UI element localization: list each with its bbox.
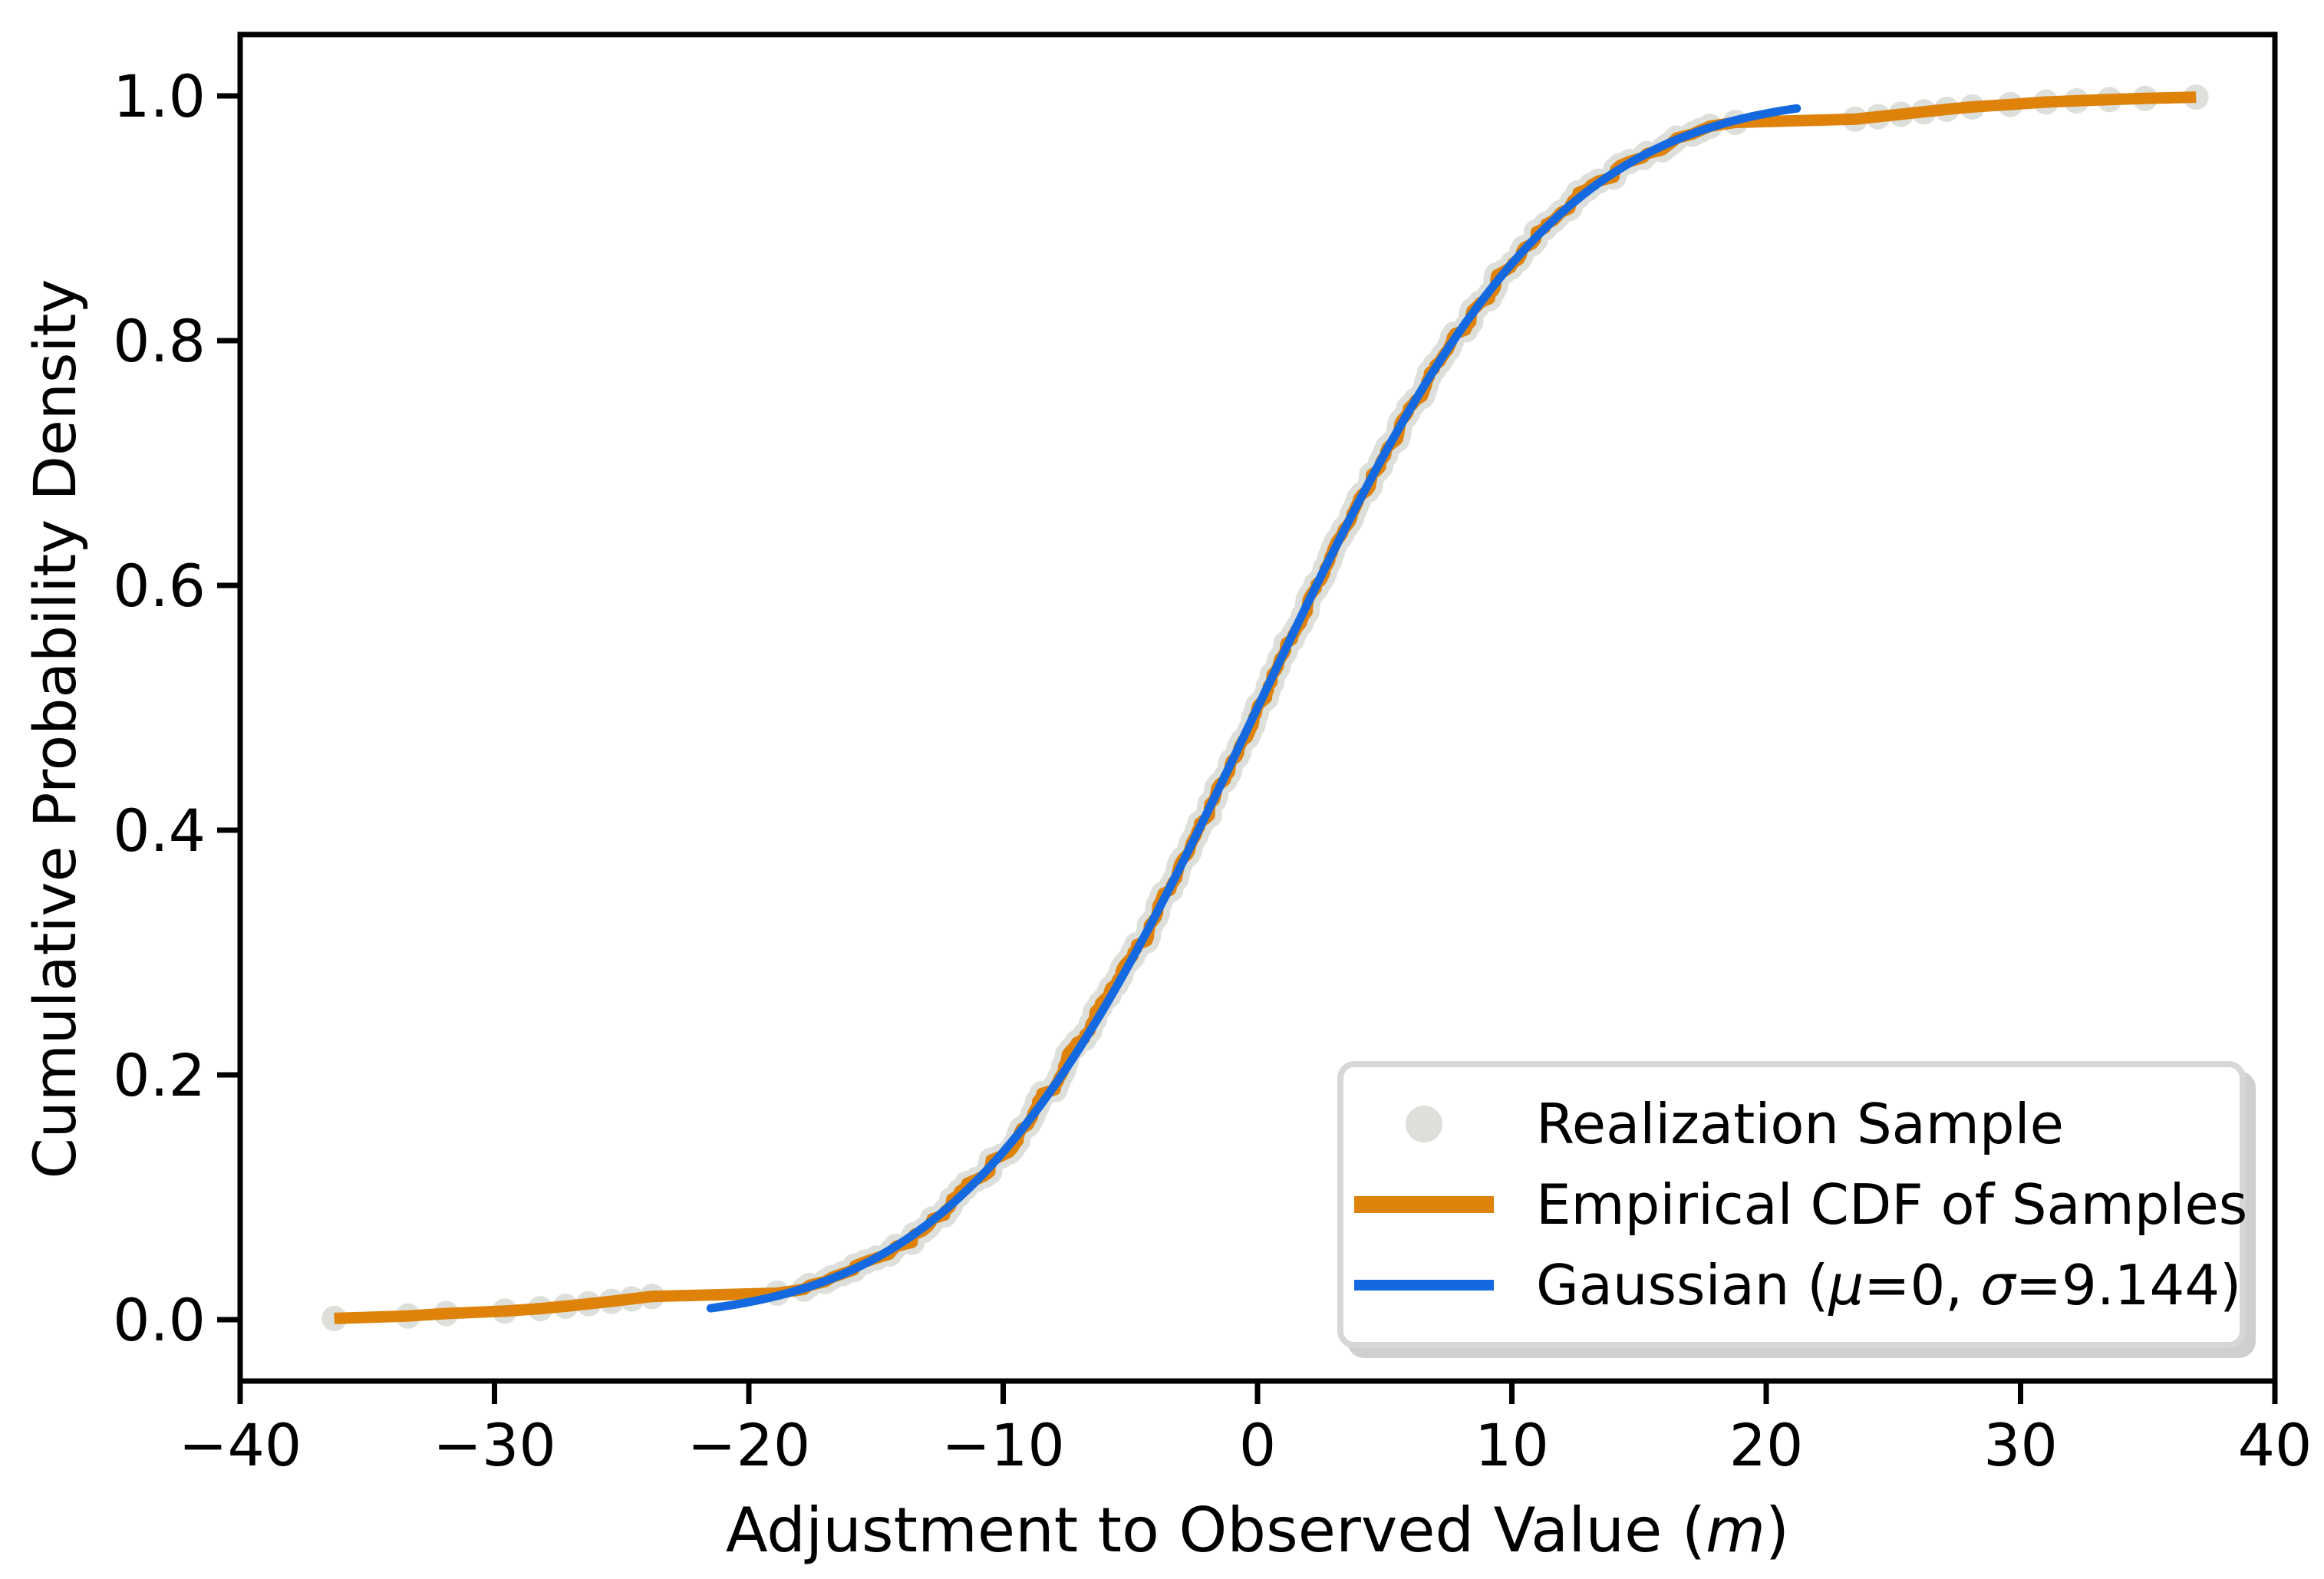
legend-item-empirical-cdf: Empirical CDF of Samples xyxy=(1348,1165,2247,1245)
gaussian-cdf-path xyxy=(706,104,1802,1313)
x-tick-label: −30 xyxy=(433,1411,555,1479)
legend-label: Gaussian (μ=0, σ=9.144) xyxy=(1536,1253,2241,1317)
x-tick-label: −40 xyxy=(179,1411,302,1479)
y-tick-label: 0.8 xyxy=(113,307,206,375)
gaussian-cdf-line xyxy=(706,104,1802,1313)
x-tick-label: 20 xyxy=(1729,1411,1804,1479)
legend-key-area xyxy=(1354,1106,1494,1143)
y-tick-label: 0.6 xyxy=(113,552,206,620)
legend-label: Realization Sample xyxy=(1536,1092,2064,1157)
x-tick-label: 10 xyxy=(1475,1411,1549,1479)
x-tick-label: −20 xyxy=(687,1411,810,1479)
legend-key-area xyxy=(1354,1279,1494,1291)
axes-spines-and-ticks xyxy=(217,31,2278,1404)
x-axis-label-text: Adjustment to Observed Value ( xyxy=(725,1495,1706,1566)
legend: Realization Sample Empirical CDF of Samp… xyxy=(1337,1061,2247,1348)
y-tick-label: 1.0 xyxy=(113,62,206,130)
legend-item-realization-sample: Realization Sample xyxy=(1348,1084,2240,1165)
y-tick-label: 0.4 xyxy=(113,796,206,865)
x-tick-label: 40 xyxy=(2238,1411,2312,1479)
legend-key-area xyxy=(1354,1196,1494,1213)
x-tick-label: 30 xyxy=(1983,1411,2058,1479)
y-tick-label: 0.0 xyxy=(113,1286,206,1354)
axis-tick-labels: −40 −30 −20 −10 0 10 20 30 40 0.0 0.2 0.4 0.6 0.8 1.0 xyxy=(113,62,2312,1479)
legend-label-text: =9.144) xyxy=(2015,1252,2242,1317)
sigma-symbol: σ xyxy=(1980,1252,2016,1317)
y-axis-label: Cumulative Probability Density xyxy=(21,279,89,1179)
x-axis-label: Adjustment to Observed Value (m) xyxy=(644,1492,1871,1569)
scatter-marker-icon xyxy=(1406,1106,1442,1143)
x-tick-label: 0 xyxy=(1239,1411,1276,1479)
legend-label-text: Gaussian ( xyxy=(1536,1252,1829,1317)
thick-line-marker-icon xyxy=(1354,1196,1494,1213)
x-axis-label-var: m xyxy=(1705,1495,1765,1566)
y-tick-label: 0.2 xyxy=(113,1041,206,1109)
legend-item-gaussian: Gaussian (μ=0, σ=9.144) xyxy=(1348,1244,2241,1325)
legend-label: Empirical CDF of Samples xyxy=(1536,1172,2248,1237)
x-axis-label-suffix: ) xyxy=(1765,1495,1790,1566)
x-tick-label: −10 xyxy=(941,1411,1064,1479)
mu-symbol: μ xyxy=(1828,1252,1864,1317)
legend-label-text: =0, xyxy=(1864,1252,1981,1317)
thin-line-marker-icon xyxy=(1354,1279,1494,1291)
